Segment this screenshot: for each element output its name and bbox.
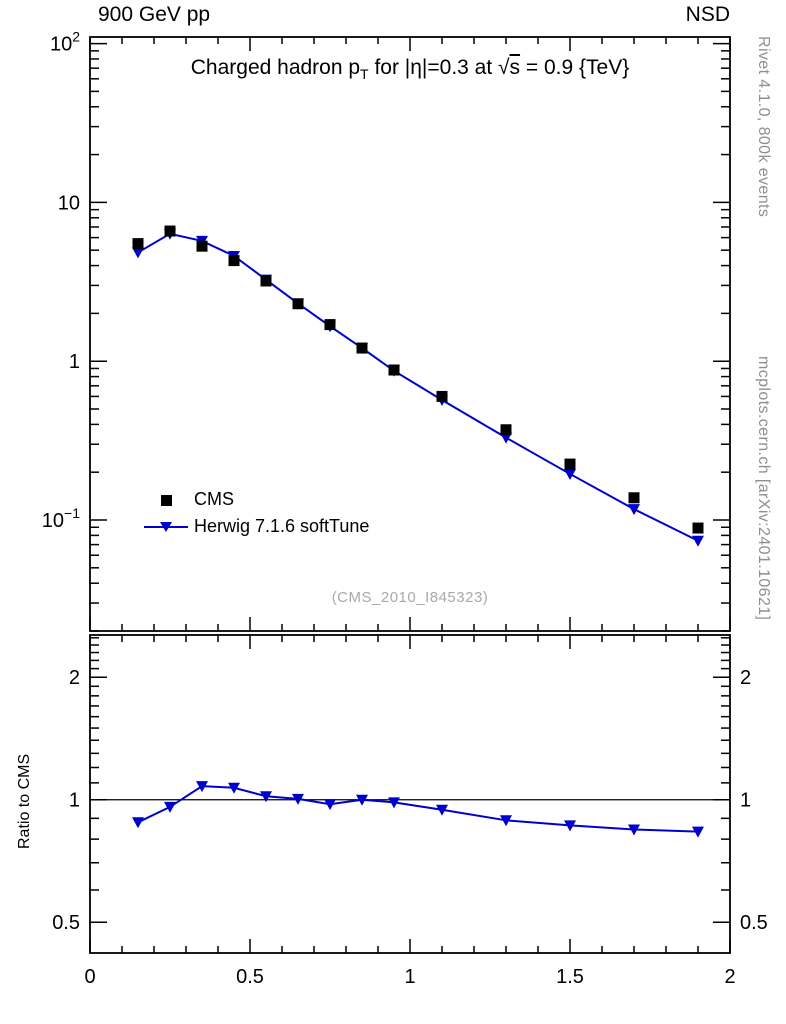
sqrt-argument: s: [509, 56, 521, 79]
svg-text:0: 0: [84, 966, 95, 988]
legend: CMS Herwig 7.1.6 softTune: [144, 486, 369, 540]
svg-text:10−1: 10−1: [42, 505, 80, 532]
title-post: = 0.9 {TeV}: [520, 56, 630, 79]
svg-text:10: 10: [58, 192, 80, 214]
svg-text:102: 102: [50, 29, 80, 56]
title-subscript: T: [360, 66, 369, 83]
svg-text:1: 1: [69, 351, 80, 373]
legend-label-herwig: Herwig 7.1.6 softTune: [194, 516, 370, 536]
svg-text:2: 2: [740, 667, 751, 689]
herwig-line-triangle-marker-icon: [144, 519, 188, 535]
sqrt-symbol: √: [498, 56, 510, 79]
svg-text:0.5: 0.5: [236, 966, 264, 988]
svg-text:0.5: 0.5: [52, 912, 80, 934]
ratio-axis-title: Ratio to CMS: [16, 753, 33, 849]
legend-label-cms: CMS: [194, 489, 234, 509]
svg-text:1: 1: [69, 790, 80, 812]
mcplots-citation-note: mcplots.cern.ch [arXiv:2401.10621]: [755, 356, 772, 621]
rivet-version-note: Rivet 4.1.0, 800k events: [755, 36, 772, 218]
svg-text:1.5: 1.5: [556, 966, 584, 988]
cms-square-marker-icon: [144, 492, 188, 508]
title-mid: for |η|=0.3 at: [368, 56, 499, 79]
svg-text:2: 2: [724, 966, 735, 988]
legend-item-cms: CMS: [144, 486, 369, 513]
beam-energy-label: 900 GeV pp: [98, 3, 211, 26]
svg-text:1: 1: [740, 790, 751, 812]
plot-title: Charged hadron pT for |η|=0.3 at √s = 0.…: [90, 56, 730, 82]
svg-text:0.5: 0.5: [740, 912, 768, 934]
svg-text:2: 2: [69, 667, 80, 689]
legend-item-herwig: Herwig 7.1.6 softTune: [144, 513, 369, 540]
svg-text:1: 1: [404, 966, 415, 988]
event-class-label: NSD: [685, 3, 730, 26]
title-pre: Charged hadron p: [190, 56, 361, 79]
analysis-id-watermark: (CMS_2010_I845323): [331, 589, 489, 606]
